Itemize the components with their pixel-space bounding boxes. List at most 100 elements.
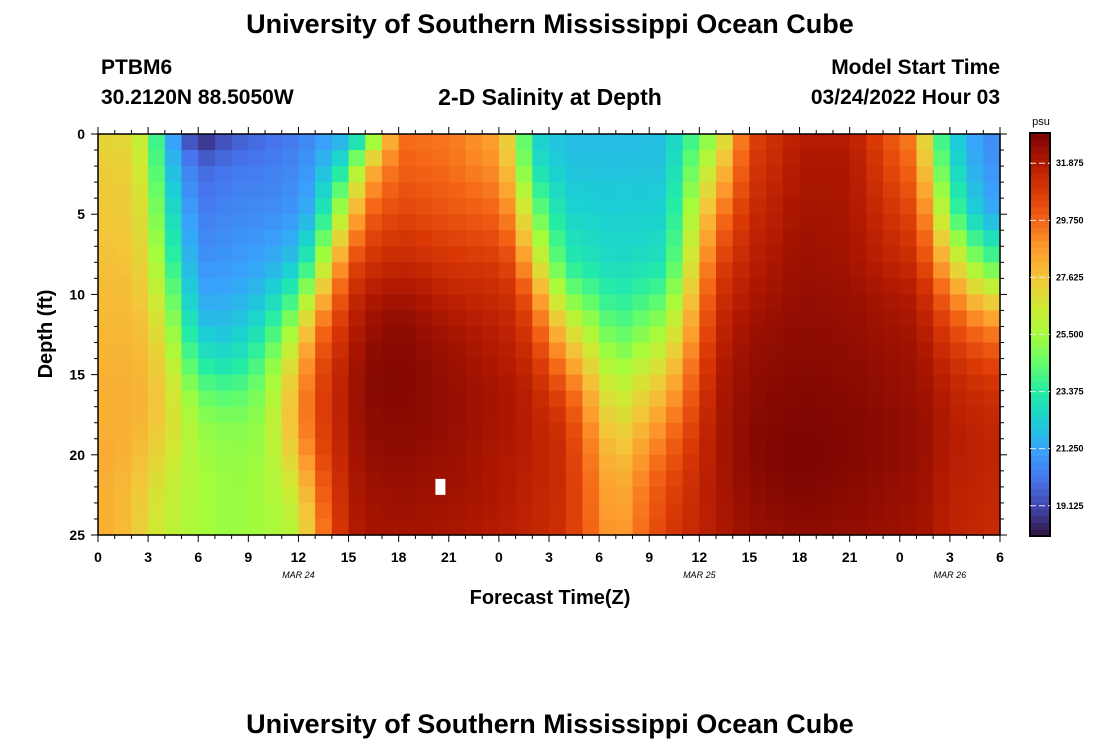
heatmap-cell: [348, 518, 366, 536]
heatmap-cell: [248, 278, 266, 295]
heatmap-cell: [732, 134, 751, 151]
heatmap-cell: [799, 262, 817, 279]
heatmap-cell: [816, 278, 834, 295]
heatmap-cell: [448, 470, 467, 488]
colorbar-segment: [1030, 374, 1050, 383]
heatmap-cell: [432, 422, 450, 440]
colorbar-segment: [1030, 394, 1050, 403]
heatmap-cell: [983, 422, 1001, 440]
heatmap-cell: [849, 246, 867, 263]
heatmap-cell: [214, 246, 233, 263]
heatmap-cell: [498, 358, 517, 376]
heatmap-cell: [632, 342, 650, 360]
heatmap-cell: [298, 326, 316, 344]
heatmap-cell: [949, 198, 968, 215]
heatmap-cell: [348, 342, 366, 360]
heatmap-cell: [181, 502, 199, 520]
heatmap-cell: [114, 134, 132, 151]
heatmap-cell: [866, 182, 884, 199]
heatmap-cell: [348, 262, 366, 279]
heatmap-cell: [381, 262, 400, 279]
heatmap-cell: [716, 406, 734, 424]
heatmap-cell: [214, 374, 233, 392]
heatmap-cell: [649, 310, 667, 328]
heatmap-cell: [281, 182, 300, 199]
colorbar-tick-label: 19.125: [1056, 501, 1084, 511]
heatmap-cell: [315, 502, 333, 520]
heatmap-cell: [281, 246, 300, 263]
heatmap-cell: [649, 374, 667, 392]
heatmap-cell: [665, 326, 684, 344]
heatmap-cell: [448, 198, 467, 215]
heatmap-cell: [298, 198, 316, 215]
heatmap-cell: [899, 486, 918, 504]
heatmap-cell: [883, 502, 901, 520]
heatmap-cell: [415, 246, 433, 263]
heatmap-cell: [949, 134, 968, 151]
heatmap-cell: [782, 390, 801, 408]
heatmap-cell: [181, 278, 199, 295]
heatmap-cell: [315, 310, 333, 328]
heatmap-cell: [532, 518, 550, 536]
heatmap-cell: [198, 294, 216, 312]
heatmap-cell: [348, 470, 366, 488]
heatmap-cell: [949, 310, 968, 328]
heatmap-cell: [315, 134, 333, 151]
heatmap-cell: [164, 182, 183, 199]
heatmap-cell: [699, 486, 717, 504]
heatmap-cell: [565, 374, 583, 392]
heatmap-cell: [515, 486, 533, 504]
heatmap-cell: [565, 182, 583, 199]
heatmap-cell: [415, 310, 433, 328]
heatmap-cell: [465, 182, 483, 199]
heatmap-cell: [465, 502, 483, 520]
heatmap-cell: [599, 214, 617, 231]
heatmap-cell: [799, 198, 817, 215]
heatmap-cell: [782, 198, 801, 215]
heatmap-cell: [649, 150, 667, 167]
heatmap-cell: [599, 454, 617, 472]
heatmap-cell: [365, 294, 383, 312]
heatmap-cell: [448, 246, 467, 263]
heatmap-cell: [599, 230, 617, 247]
colorbar-segment: [1030, 173, 1050, 181]
heatmap-cell: [398, 134, 416, 151]
heatmap-cell: [298, 134, 316, 151]
heatmap-cell: [348, 486, 366, 504]
heatmap-cell: [365, 438, 383, 456]
heatmap-cell: [782, 374, 801, 392]
heatmap-cell: [899, 294, 918, 312]
heatmap-cell: [849, 470, 867, 488]
heatmap-cell: [899, 438, 918, 456]
heatmap-cell: [114, 486, 132, 504]
heatmap-cell: [231, 246, 249, 263]
heatmap-cell: [615, 198, 634, 215]
heatmap-cell: [615, 374, 634, 392]
heatmap-cell: [515, 326, 533, 344]
colorbar-segment: [1030, 153, 1050, 161]
heatmap-cell: [899, 310, 918, 328]
heatmap-cell: [198, 502, 216, 520]
heatmap-cell: [281, 438, 300, 456]
heatmap-cell: [398, 294, 416, 312]
heatmap-cell: [916, 470, 934, 488]
heatmap-cell: [181, 294, 199, 312]
heatmap-cell: [181, 230, 199, 247]
heatmap-cell: [498, 198, 517, 215]
heatmap-cell: [766, 294, 784, 312]
colorbar-segment: [1030, 488, 1050, 497]
heatmap-cell: [549, 278, 567, 295]
heatmap-cell: [248, 502, 266, 520]
heatmap-cell: [131, 230, 149, 247]
heatmap-cell: [916, 454, 934, 472]
heatmap-cell: [398, 214, 416, 231]
heatmap-cell: [565, 246, 583, 263]
heatmap-cell: [532, 230, 550, 247]
heatmap-cell: [866, 358, 884, 376]
heatmap-cell: [565, 278, 583, 295]
heatmap-cell: [198, 342, 216, 360]
heatmap-cell: [849, 486, 867, 504]
heatmap-cell: [515, 374, 533, 392]
heatmap-cell: [515, 262, 533, 279]
heatmap-cell: [298, 502, 316, 520]
